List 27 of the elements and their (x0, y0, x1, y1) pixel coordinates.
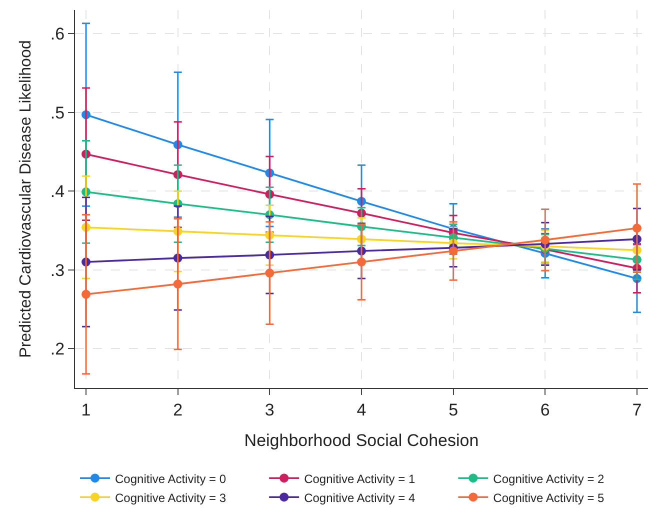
y-tick-label: .2 (50, 340, 65, 359)
point (173, 280, 182, 289)
y-tick-label: .4 (50, 182, 65, 202)
y-axis-title: Predicted Cardiovascular Disease Likelihood (17, 40, 34, 358)
point (265, 268, 274, 278)
x-axis-title: Neighborhood Social Cohesion (244, 430, 479, 450)
y-tick-label: .6 (50, 24, 65, 44)
y-tick-label: .3 (50, 260, 65, 280)
x-tick-label: 1 (81, 400, 91, 420)
point (448, 246, 458, 256)
point (82, 290, 91, 299)
point (540, 235, 550, 244)
x-tick-label: 2 (173, 400, 183, 420)
legend-label: Cognitive Activity = 1 (304, 472, 416, 486)
x-tick-label: 6 (540, 400, 550, 420)
x-tick-label: 3 (264, 400, 274, 420)
legend-label: Cognitive Activity = 5 (493, 490, 605, 505)
legend-label: Cognitive Activity = 4 (304, 490, 416, 505)
point (632, 224, 642, 233)
point (357, 258, 366, 266)
legend-label: Cognitive Activity = 2 (493, 472, 605, 486)
x-tick-label: 5 (448, 400, 458, 420)
y-tick-label: .5 (50, 103, 65, 122)
legend-label: Cognitive Activity = 0 (115, 472, 226, 486)
legend-label: Cognitive Activity = 3 (115, 490, 226, 505)
x-tick-label: 7 (632, 400, 642, 420)
x-tick-label: 4 (356, 400, 366, 420)
